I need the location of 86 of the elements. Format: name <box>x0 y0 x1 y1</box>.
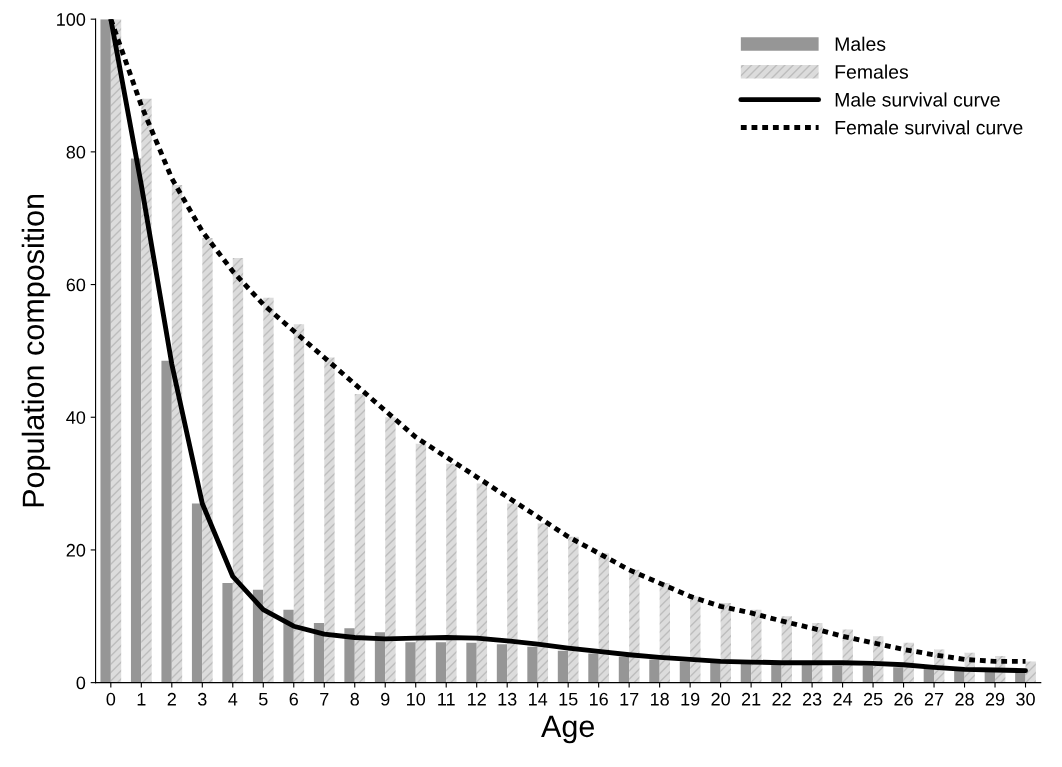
x-tick-label: 6 <box>289 692 298 706</box>
bar <box>385 417 396 683</box>
bar <box>618 656 630 683</box>
bar <box>324 357 335 683</box>
bar <box>161 360 172 683</box>
bar <box>771 664 782 683</box>
x-tick-label: 22 <box>772 692 791 706</box>
bar <box>100 19 111 683</box>
x-axis-title: Age <box>541 715 594 744</box>
x-tick-label: 14 <box>529 693 548 706</box>
bar <box>537 523 549 683</box>
x-tick-label: 7 <box>320 693 329 706</box>
x-tick-label: 23 <box>802 692 822 706</box>
bar <box>415 443 427 683</box>
bar <box>191 503 203 683</box>
x-tick-label: 27 <box>924 692 944 706</box>
legend-label: Females <box>835 64 909 79</box>
y-tick-label: 0 <box>76 676 86 690</box>
y-tick-label: 80 <box>66 145 86 159</box>
bar <box>801 664 813 683</box>
x-tick-label: 21 <box>741 692 761 706</box>
bar <box>527 646 538 683</box>
bar <box>862 666 874 683</box>
x-tick-label: 11 <box>438 693 455 706</box>
x-tick-label: 0 <box>106 692 116 706</box>
bar <box>435 642 447 683</box>
y-axis-title: Population composition <box>21 194 51 507</box>
x-tick-label: 16 <box>590 692 608 706</box>
bar <box>507 503 518 683</box>
x-tick-label: 24 <box>833 692 853 706</box>
x-tick-label: 13 <box>498 692 517 706</box>
bar <box>832 665 843 683</box>
bar <box>893 667 904 683</box>
x-tick-label: 28 <box>955 692 974 706</box>
bar <box>354 394 366 683</box>
x-tick-label: 2 <box>167 692 176 706</box>
bar <box>568 536 579 683</box>
bar <box>110 19 122 683</box>
x-tick-label: 1 <box>137 693 146 706</box>
legend-label: Female survival curve <box>835 120 1023 135</box>
bar <box>629 569 640 683</box>
bar <box>405 642 416 683</box>
bar <box>344 628 355 683</box>
x-tick-label: 10 <box>407 692 426 706</box>
bar <box>710 662 721 683</box>
legend-label: Male survival curve <box>835 92 1000 107</box>
x-tick-label: 9 <box>381 692 390 706</box>
bar <box>598 553 610 683</box>
bar <box>1025 661 1036 683</box>
x-tick-label: 17 <box>620 693 639 706</box>
bar <box>679 661 691 683</box>
bar <box>263 297 274 683</box>
x-tick-label: 5 <box>258 693 268 706</box>
x-tick-label: 20 <box>711 692 730 706</box>
x-tick-label: 12 <box>468 692 486 706</box>
bar <box>496 644 508 683</box>
bar <box>232 258 244 683</box>
bar <box>588 653 599 683</box>
bar <box>557 650 569 683</box>
bar <box>649 659 660 683</box>
bar <box>446 463 457 683</box>
x-tick-label: 18 <box>650 692 669 706</box>
bar <box>293 324 305 683</box>
x-tick-label: 4 <box>228 693 238 706</box>
legend-label: Males <box>835 36 886 51</box>
bar <box>222 583 233 683</box>
bar <box>283 609 294 683</box>
bar <box>476 483 488 683</box>
bar <box>466 642 477 683</box>
y-tick-label: 20 <box>66 543 86 557</box>
x-tick-label: 15 <box>559 693 578 706</box>
x-tick-label: 29 <box>985 692 1005 706</box>
y-tick-label: 60 <box>66 278 86 292</box>
x-tick-label: 3 <box>197 692 207 706</box>
y-tick-label: 40 <box>66 411 86 424</box>
x-tick-label: 30 <box>1016 692 1035 706</box>
x-tick-label: 8 <box>350 692 359 706</box>
bar <box>171 185 183 683</box>
bar <box>740 663 752 683</box>
bar <box>202 238 213 683</box>
bar <box>130 158 142 683</box>
x-tick-label: 25 <box>863 692 883 706</box>
x-tick-label: 26 <box>894 692 913 706</box>
y-tick-label: 100 <box>57 13 86 26</box>
x-tick-label: 19 <box>681 692 700 706</box>
bar <box>141 98 152 683</box>
